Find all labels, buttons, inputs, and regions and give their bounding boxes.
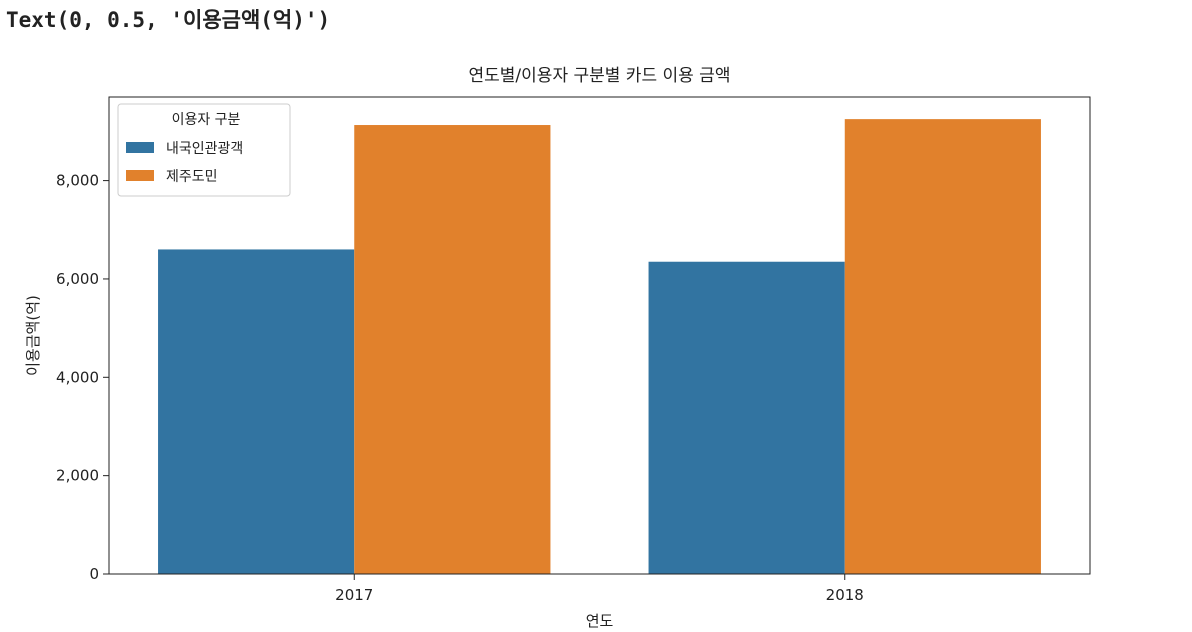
bar-내국인관광객-2018 [648,261,845,574]
x-axis-label: 연도 [586,612,614,630]
bars-group [158,119,1041,574]
bar-제주도민-2017 [354,125,551,574]
y-axis-label: 이용금액(억) [24,295,42,376]
legend-label: 제주도민 [166,169,218,185]
legend-swatch [126,170,154,181]
y-tick-label: 6,000 [56,270,99,288]
plot-frame [108,96,1091,575]
legend-label: 내국인관광객 [166,141,243,157]
y-tick-label: 4,000 [56,368,99,386]
bar-제주도민-2018 [844,119,1041,574]
y-tick-label: 2,000 [56,467,99,485]
y-axis: 0 2,000 4,000 6,000 8,000 [56,172,109,583]
legend-swatch [126,142,154,153]
bar-내국인관광객-2017 [158,249,355,574]
x-tick-label: 2018 [826,586,864,604]
legend-box [117,103,291,197]
x-tick-label: 2017 [335,586,373,604]
legend-title: 이용자 구분 [172,112,241,128]
x-axis: 2017 2018 [335,574,864,604]
cell-output-text: Text(0, 0.5, '이용금액(억)') [6,8,331,32]
y-tick-label: 8,000 [56,172,99,190]
y-tick-label: 0 [89,565,99,583]
chart-title: 연도별/이용자 구분별 카드 이용 금액 [469,66,731,86]
